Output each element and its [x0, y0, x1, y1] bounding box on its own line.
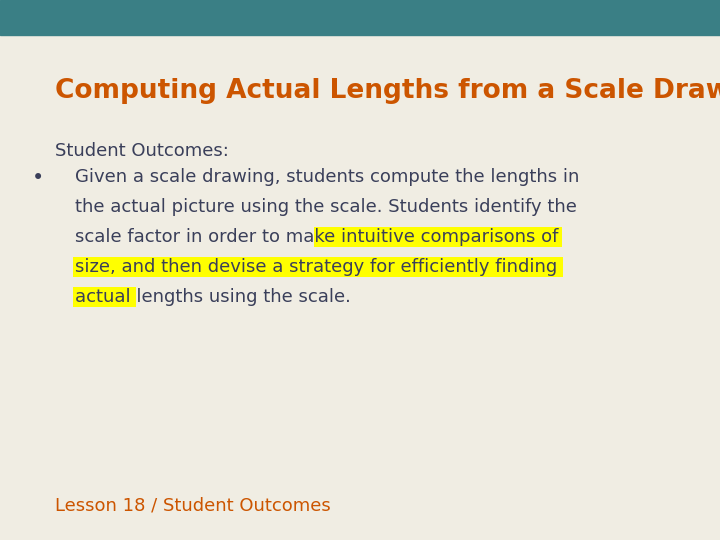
Text: •: • [32, 168, 44, 188]
Bar [73, 287, 136, 307]
Bar [0, 0, 720, 35]
Text: Lesson 18 / Student Outcomes: Lesson 18 / Student Outcomes [55, 497, 330, 515]
Text: size, and then devise a strategy for efficiently finding: size, and then devise a strategy for eff… [75, 258, 557, 276]
Bar [315, 227, 562, 247]
Text: the actual picture using the scale. Students identify the: the actual picture using the scale. Stud… [75, 198, 577, 216]
Text: Computing Actual Lengths from a Scale Drawing: Computing Actual Lengths from a Scale Dr… [55, 78, 720, 104]
Text: scale factor in order to make intuitive comparisons of: scale factor in order to make intuitive … [75, 228, 559, 246]
Text: Given a scale drawing, students compute the lengths in: Given a scale drawing, students compute … [75, 168, 580, 186]
Text: Student Outcomes:: Student Outcomes: [55, 142, 229, 160]
Bar [73, 257, 563, 277]
Text: actual lengths using the scale.: actual lengths using the scale. [75, 288, 351, 306]
